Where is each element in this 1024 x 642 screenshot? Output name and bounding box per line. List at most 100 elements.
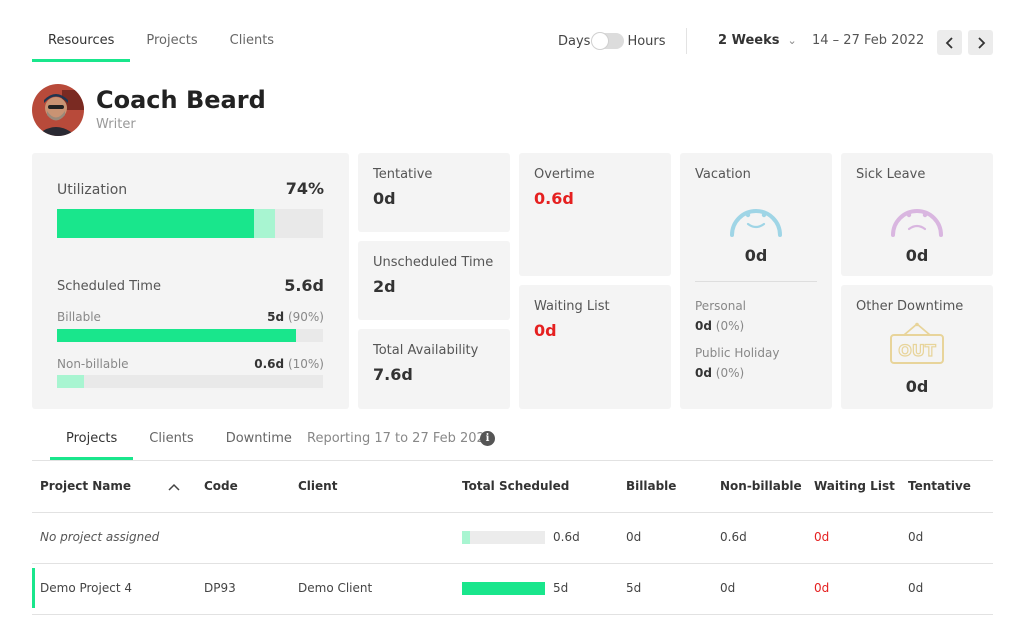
avatar-image — [32, 84, 84, 136]
header-tentative[interactable]: Tentative — [908, 479, 971, 493]
row1-total-bar — [462, 531, 545, 544]
sick-leave-card: Sick Leave 0d — [841, 153, 993, 276]
header-nonbillable[interactable]: Non-billable — [720, 479, 802, 493]
row1-billable: 0d — [626, 530, 642, 544]
waiting-list-label: Waiting List — [534, 299, 610, 314]
personal-label: Personal — [695, 299, 747, 313]
sad-icon — [891, 209, 943, 237]
days-hours-switch[interactable] — [592, 33, 625, 49]
row2-code: DP93 — [204, 581, 236, 595]
vacation-value: 0d — [744, 246, 768, 265]
other-downtime-card: Other Downtime OUT 0d — [841, 285, 993, 409]
row1-nonbillable: 0.6d — [720, 530, 747, 544]
report-tabs: Projects Clients Downtime — [50, 422, 308, 460]
utilization-value: 74% — [285, 179, 324, 198]
vacation-card: Vacation 0d Personal 0d (0%) Public Holi… — [680, 153, 832, 409]
other-downtime-label: Other Downtime — [856, 299, 964, 314]
header-code[interactable]: Code — [204, 479, 238, 493]
row1-project-name[interactable]: No project assigned — [40, 530, 160, 544]
utilization-label: Utilization — [57, 182, 128, 198]
utilization-bar — [57, 209, 323, 238]
nonbillable-value: 0.6d (10%) — [254, 357, 324, 371]
days-hours-toggle: Days Hours — [558, 33, 666, 49]
tab-projects[interactable]: Projects — [146, 33, 198, 48]
smile-icon — [730, 209, 782, 237]
toggle-days-label: Days — [558, 33, 591, 49]
waiting-list-value: 0d — [534, 321, 557, 340]
holiday-value: 0d (0%) — [695, 366, 744, 380]
chevron-left-icon — [945, 36, 953, 49]
billable-pct: (90%) — [287, 310, 324, 324]
tentative-label: Tentative — [373, 167, 433, 182]
availability-card: Total Availability 7.6d — [358, 329, 510, 409]
header-billable[interactable]: Billable — [626, 479, 677, 493]
out-sign-text: OUT — [898, 341, 936, 360]
utilization-fill — [57, 209, 254, 238]
overtime-card: Overtime 0.6d — [519, 153, 671, 276]
info-icon[interactable]: i — [480, 431, 495, 446]
row2-accent — [32, 568, 35, 608]
tentative-card: Tentative 0d — [358, 153, 510, 232]
overtime-label: Overtime — [534, 167, 595, 182]
top-tabs: Resources Projects Clients — [32, 24, 290, 62]
reporting-range: Reporting 17 to 27 Feb 2022 — [307, 431, 494, 446]
chevron-right-icon — [977, 36, 985, 49]
vacation-label: Vacation — [695, 167, 751, 182]
row2-client[interactable]: Demo Client — [298, 581, 373, 595]
row2-total-fill — [462, 582, 545, 595]
tentative-value: 0d — [373, 189, 396, 208]
personal-value: 0d (0%) — [695, 319, 744, 333]
avatar — [32, 84, 84, 136]
sick-leave-label: Sick Leave — [856, 167, 926, 182]
utilization-card: Utilization 74% Scheduled Time 5.6d Bill… — [32, 153, 349, 409]
person-name: Coach Beard — [96, 86, 266, 114]
row-divider — [32, 512, 993, 513]
row2-project-name[interactable]: Demo Project 4 — [40, 581, 132, 595]
scheduled-value: 5.6d — [284, 276, 324, 295]
holiday-label: Public Holiday — [695, 346, 780, 360]
header-project-name[interactable]: Project Name — [40, 479, 132, 493]
table-bottom-divider — [32, 614, 993, 615]
range-select-label: 2 Weeks — [718, 33, 780, 48]
sort-asc-icon[interactable] — [168, 483, 180, 491]
personal-amount: 0d — [695, 319, 712, 333]
nonbillable-amount: 0.6d — [254, 357, 285, 371]
holiday-amount: 0d — [695, 366, 712, 380]
tab-report-clients[interactable]: Clients — [149, 431, 194, 446]
row2-nonbillable: 0d — [720, 581, 736, 595]
nonbillable-fill — [57, 375, 84, 388]
unscheduled-label: Unscheduled Time — [373, 255, 494, 270]
personal-pct: (0%) — [715, 319, 745, 333]
billable-value: 5d (90%) — [267, 310, 324, 324]
row2-total: 5d — [553, 581, 569, 595]
row1-total-fill — [462, 531, 471, 544]
nonbillable-label: Non-billable — [57, 357, 129, 371]
header-total-scheduled[interactable]: Total Scheduled — [462, 479, 570, 493]
next-period-button[interactable] — [968, 30, 993, 55]
nonbillable-pct: (10%) — [287, 357, 324, 371]
unscheduled-card: Unscheduled Time 2d — [358, 241, 510, 320]
table-top-divider — [32, 460, 993, 461]
sick-leave-value: 0d — [905, 246, 929, 265]
row2-billable: 5d — [626, 581, 642, 595]
scheduled-label: Scheduled Time — [57, 279, 161, 294]
header-waiting-list[interactable]: Waiting List — [814, 479, 895, 493]
divider — [686, 28, 687, 54]
tab-report-downtime[interactable]: Downtime — [225, 431, 292, 446]
prev-period-button[interactable] — [937, 30, 962, 55]
tab-resources[interactable]: Resources — [32, 24, 131, 62]
header-client[interactable]: Client — [298, 479, 338, 493]
availability-label: Total Availability — [373, 343, 479, 358]
switch-knob — [592, 33, 609, 49]
date-range: 14 – 27 Feb 2022 — [812, 33, 925, 48]
range-select[interactable]: 2 Weeks ⌄ — [718, 33, 797, 48]
tab-clients[interactable]: Clients — [229, 33, 275, 48]
waiting-list-card: Waiting List 0d — [519, 285, 671, 409]
row1-waiting: 0d — [814, 530, 830, 544]
tab-report-projects[interactable]: Projects — [50, 422, 134, 460]
availability-value: 7.6d — [373, 365, 413, 384]
billable-amount: 5d — [267, 310, 285, 324]
nonbillable-bar — [57, 375, 323, 388]
toggle-hours-label: Hours — [627, 33, 666, 49]
row1-total: 0.6d — [553, 530, 580, 544]
